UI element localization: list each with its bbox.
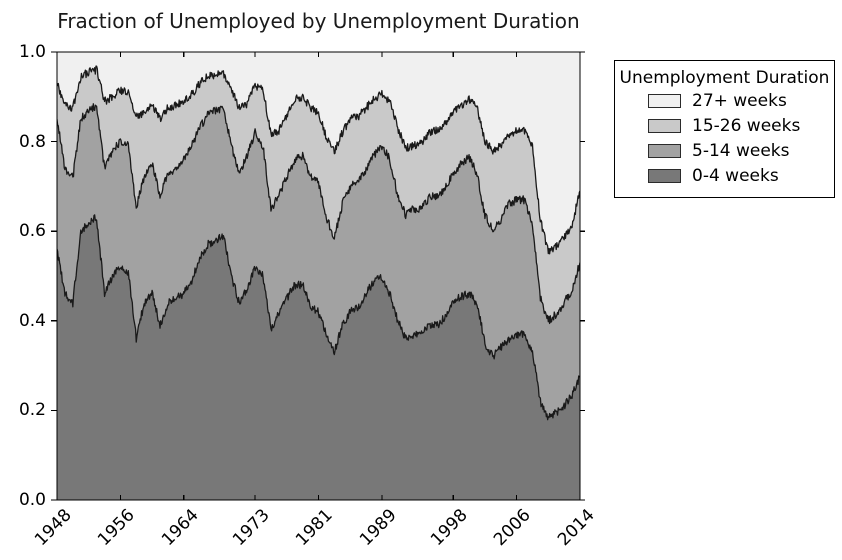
x-tick-label: 1956 (94, 505, 139, 551)
legend-title: Unemployment Duration (619, 68, 830, 88)
x-tick-label: 1973 (228, 505, 274, 551)
y-tick-label: 0.6 (18, 221, 46, 242)
x-tick-label: 1964 (157, 505, 203, 551)
legend-swatch (648, 118, 681, 133)
legend-entries: 27+ weeks 15-26 weeks 5-14 weeks 0-4 weeks (615, 88, 834, 188)
legend-box: Unemployment Duration 27+ weeks 15-26 wee… (614, 60, 835, 198)
y-tick-label: 0.8 (18, 131, 46, 152)
legend-entry-label: 15-26 weeks (692, 115, 801, 136)
y-tick-label: 0.4 (18, 310, 46, 331)
stacked-area-plot (57, 52, 580, 500)
x-tick-label: 2006 (490, 505, 536, 551)
legend-swatch (648, 93, 681, 108)
legend-entry-label: 27+ weeks (692, 90, 787, 111)
y-tick-label: 0.2 (18, 400, 46, 421)
x-tick-label: 2014 (553, 505, 599, 551)
legend-entry-label: 5-14 weeks (692, 140, 790, 161)
chart-title: Fraction of Unemployed by Unemployment D… (57, 9, 580, 33)
legend-entry: 27+ weeks (615, 88, 834, 113)
y-tick-label: 1.0 (18, 42, 46, 62)
x-tick-label: 1989 (355, 505, 401, 551)
legend-entry: 0-4 weeks (615, 163, 834, 188)
legend-swatch (648, 143, 681, 158)
legend-entry: 5-14 weeks (615, 138, 834, 163)
legend-entry: 15-26 weeks (615, 113, 834, 138)
x-tick-label: 1948 (30, 505, 76, 551)
x-tick-label: 1998 (426, 505, 472, 551)
legend-entry-label: 0-4 weeks (692, 165, 779, 186)
x-tick-label: 1981 (292, 505, 337, 551)
y-tick-label: 0.0 (18, 490, 46, 510)
legend-swatch (648, 168, 681, 183)
plot-area (57, 52, 580, 500)
